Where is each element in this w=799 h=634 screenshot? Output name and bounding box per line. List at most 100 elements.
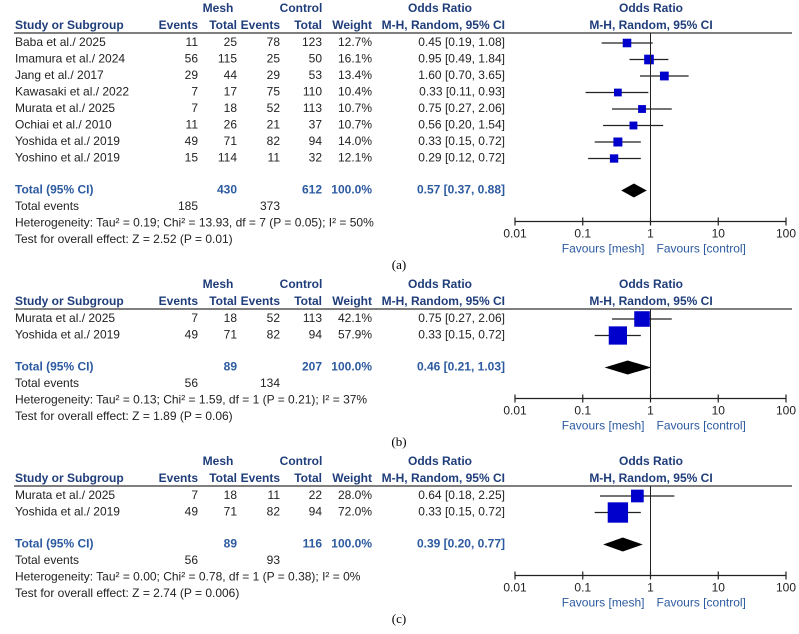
total-events-control: 134 [260,376,280,390]
study-row: Murata et al./ 2025 7 18 52 113 10.7% 0.75 [0.… [15,101,672,115]
mesh-total: 26 [224,118,238,132]
study-marker [644,54,654,65]
study-name: Jang et al./ 2017 [15,68,104,82]
total-weight: 100.0% [331,537,372,551]
study-name: Yoshida et al./ 2019 [15,328,120,342]
heterogeneity-text: Heterogeneity: Tau² = 0.19; Chi² = 13.93… [15,216,374,230]
total-row: Total (95% CI) 89 116 100.0% 0.39 [0.20, 0.7… [15,537,643,552]
x-tick-label: 0.1 [574,227,591,241]
study-marker [631,489,644,503]
total-control: 612 [302,183,322,197]
study-marker [634,311,650,327]
heterogeneity-text: Heterogeneity: Tau² = 0.00; Chi² = 0.78,… [15,570,361,584]
weight: 42.1% [338,311,372,325]
header-mesh: Mesh [203,1,234,15]
mesh-events: 49 [185,505,199,519]
header-plot-method: M-H, Random, 95% CI [589,471,712,485]
favours-control-label: Favours [control] [657,419,746,433]
control-events: 82 [267,134,281,148]
total-events-mesh: 56 [185,376,199,390]
x-tick-label: 100 [776,581,796,595]
header-weight: Weight [332,471,372,485]
mesh-total: 71 [224,134,238,148]
control-total: 94 [309,134,323,148]
study-row: Imamura et al./ 2024 56 115 25 50 16.1% 0.95 [… [15,52,669,66]
header-control-events: Events [241,18,281,32]
control-events: 21 [267,118,281,132]
control-total: 37 [309,118,323,132]
header-plot-odds-ratio: Odds Ratio [619,454,683,468]
total-events-label: Total events [15,553,79,567]
x-tick-label: 10 [712,581,726,595]
favours-mesh-label: Favours [mesh] [562,419,645,433]
mesh-events: 7 [191,311,198,325]
mesh-total: 44 [224,68,238,82]
study-row: Yoshida et al./ 2019 49 71 82 94 57.9% 0.33 [0… [15,326,641,345]
total-mesh: 430 [217,183,237,197]
study-row: Yoshida et al./ 2019 49 71 82 94 14.0% 0.33 [0… [15,134,641,148]
study-marker [613,137,623,147]
header-mesh-events: Events [159,18,199,32]
overall-effect-text: Test for overall effect: Z = 1.89 (P = 0… [15,409,233,423]
control-events: 78 [267,35,281,49]
panel-caption: (b) [391,434,406,449]
study-name: Ochiai et al./ 2010 [15,118,112,132]
total-control: 207 [302,360,322,374]
mesh-total: 71 [224,328,238,342]
pooled-diamond [603,537,643,552]
header-study: Study or Subgroup [15,294,124,308]
total-weight: 100.0% [331,183,372,197]
mesh-total: 71 [224,505,238,519]
header-plot-method: M-H, Random, 95% CI [589,294,712,308]
forest-panel-c: Mesh Control Odds Ratio Odds Ratio Study or … [14,454,796,626]
header-control: Control [280,454,323,468]
pooled-diamond [621,183,647,198]
study-marker [608,326,628,345]
x-tick-label: 10 [712,404,726,418]
header-mesh: Mesh [203,277,234,291]
weight: 10.7% [338,101,372,115]
study-marker [609,154,619,163]
mesh-events: 56 [185,52,199,66]
odds-ratio-ci: 0.45 [0.19, 1.08] [418,35,505,49]
header-study: Study or Subgroup [15,471,124,485]
study-row: Yoshino et al./ 2019 15 114 11 32 12.1% 0.29 [… [15,151,641,165]
mesh-events: 49 [185,328,199,342]
odds-ratio-ci: 0.33 [0.15, 0.72] [418,328,505,342]
control-total: 50 [309,52,323,66]
control-events: 82 [267,328,281,342]
total-or-ci: 0.46 [0.21, 1.03] [417,360,505,374]
study-row: Jang et al./ 2017 29 44 29 53 13.4% 1.60 [0.70… [15,68,689,82]
total-row: Total (95% CI) 430 612 100.0% 0.57 [0.37, 0.… [15,183,647,198]
header-control: Control [280,277,323,291]
control-total: 123 [302,35,322,49]
odds-ratio-ci: 0.75 [0.27, 2.06] [418,311,505,325]
weight: 13.4% [338,68,372,82]
total-or-ci: 0.39 [0.20, 0.77] [417,537,505,551]
weight: 16.1% [338,52,372,66]
forest-panel-a: Mesh Control Odds Ratio Odds Ratio Study or … [14,1,796,272]
study-name: Baba et al./ 2025 [15,35,106,49]
total-label: Total (95% CI) [15,360,93,374]
header-control-total: Total [294,294,322,308]
weight: 12.1% [338,151,372,165]
mesh-total: 18 [224,488,238,502]
header-plot-method: M-H, Random, 95% CI [589,18,712,32]
study-marker [614,88,622,97]
study-name: Yoshida et al./ 2019 [15,134,120,148]
x-tick-label: 0.01 [503,581,527,595]
weight: 10.7% [338,118,372,132]
study-name: Murata et al./ 2025 [15,101,115,115]
header-mesh-events: Events [159,471,199,485]
study-row: Murata et al./ 2025 7 18 11 22 28.0% 0.64 [0.1… [15,488,675,503]
total-control: 116 [303,537,323,551]
study-name: Yoshida et al./ 2019 [15,505,120,519]
mesh-total: 114 [218,151,237,165]
x-tick-label: 0.01 [503,404,527,418]
odds-ratio-ci: 0.33 [0.11, 0.93] [419,85,505,99]
study-row: Ochiai et al./ 2010 11 26 21 37 10.7% 0.56 [0.… [15,118,664,132]
mesh-total: 18 [224,311,238,325]
overall-effect-text: Test for overall effect: Z = 2.74 (P = 0… [15,586,239,600]
control-events: 11 [268,488,281,502]
